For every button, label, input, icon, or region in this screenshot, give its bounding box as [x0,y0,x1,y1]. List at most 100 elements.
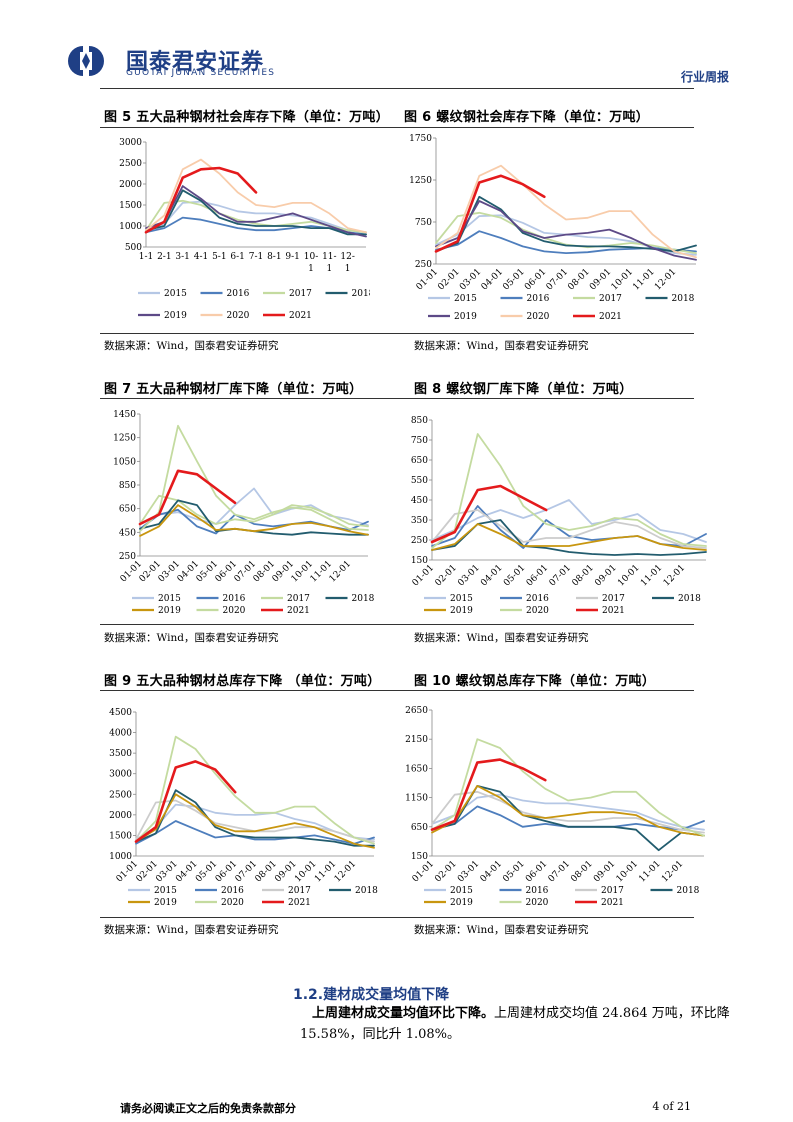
series-line-2015 [431,793,705,831]
y-tick-label: 750 [415,218,432,228]
x-tick-label: 05-01 [194,859,219,884]
y-tick-label: 1000 [119,222,142,232]
y-tick-label: 450 [119,528,136,538]
figure-rule [100,333,694,334]
chart-fig6: 2507501250175001-0102-0103-0104-0105-010… [409,134,697,322]
x-tick-label: 02-01 [436,267,461,292]
chart-fig10: 150 650 1150 1650 2150 2650 01-0102-0103-0104-… [405,706,705,908]
series-line-2020 [431,433,707,549]
legend-label: 2017 [602,594,625,604]
chart-fig5: 500 1000 1500 2000 2500 3000 1-1 2-1 3-1 4-1 5-1 6-… [119,138,370,321]
series-line-2020 [431,738,705,837]
chart-fig8: 15025035045055065075085001-0102-0103-010… [411,416,707,616]
x-tick-label: 7-1 [249,252,264,262]
legend-label: 2018 [677,886,700,896]
x-tick-label: 07-01 [547,859,572,884]
y-tick-label: 850 [119,481,136,491]
x-tick-label: 12-01 [653,267,678,292]
data-source: 数据来源：Wind，国泰君安证券研究 [104,924,279,936]
legend-label: 2021 [599,312,622,322]
x-tick-label: 11-01 [637,859,662,884]
legend-label: 2015 [164,289,187,299]
y-tick-label: 2500 [119,159,142,169]
legend-label: 2020 [227,311,250,321]
x-tick-label: 06-01 [525,563,550,588]
data-source: 数据来源：Wind，国泰君安证券研究 [104,340,279,352]
legend-label: 2017 [287,594,310,604]
x-tick-label: 11-01 [631,267,656,292]
y-tick-label: 500 [125,243,142,253]
legend-label: 2021 [289,311,312,321]
x-tick-label: 08-01 [571,563,596,588]
y-tick-label: 4000 [109,729,132,739]
legend-label: 2016 [221,886,244,896]
legend-label: 2017 [601,886,624,896]
x-tick-label: 9-1 [285,252,300,262]
x-tick-label: 10-01 [610,267,635,292]
y-tick-label: 150 [411,852,428,862]
series-line-2019 [435,200,697,261]
y-tick-label: 550 [411,476,428,486]
y-tick-label: 250 [119,552,136,562]
legend-label: 2020 [527,312,550,322]
x-tick-label: 1 [345,264,351,274]
y-tick-label: 1250 [409,176,432,186]
series-line-2021 [430,758,547,831]
x-tick-label: 12-01 [660,859,685,884]
legend-label: 2020 [526,898,549,908]
x-tick-label: 09-01 [273,859,298,884]
chart-fig7: 25045065085010501250145001-0102-0103-010… [113,410,375,616]
legend-label: 2015 [154,886,177,896]
legend-label: 2019 [158,606,181,616]
x-tick-label: 11-01 [313,859,338,884]
x-tick-label: 8-1 [267,252,282,262]
x-tick-label: 07-01 [545,267,570,292]
legend-label: 2019 [164,311,187,321]
x-tick-label: 09-01 [588,267,613,292]
x-tick-label: 03-01 [458,267,483,292]
y-tick-label: 1750 [409,134,432,144]
legend-label: 2020 [221,898,244,908]
x-tick-label: 6-1 [230,252,245,262]
legend-label: 2019 [154,898,177,908]
x-tick-label: 1 [326,264,332,274]
x-tick-label: 10-01 [293,859,318,884]
figure-rule [100,398,694,399]
figure-title: 图 9 五大品种钢材总库存下降 （单位：万吨） [104,674,381,689]
legend-label: 2019 [454,312,477,322]
series-line-2017 [135,799,375,843]
guotai-junan-logo-icon [68,46,104,76]
y-tick-label: 3000 [119,138,142,148]
y-tick-label: 1500 [119,201,142,211]
x-tick-label: 09-01 [592,859,617,884]
y-tick-label: 450 [411,496,428,506]
legend-label: 2017 [288,886,311,896]
figure-rule [100,127,694,128]
x-tick-label: 3-1 [175,252,190,262]
report-type: 行业周报 [680,70,729,84]
figure-rule [100,917,694,918]
series-line-2015 [145,200,367,234]
legend-label: 2018 [355,886,378,896]
section-title: 1.2.建材成交量均值下降 [293,987,450,1003]
legend-label: 2015 [450,886,473,896]
x-tick-label: 02-01 [434,563,459,588]
y-tick-label: 650 [411,456,428,466]
series-line-2021 [134,760,237,843]
figure-title: 图 5 五大品种钢材社会库存下降（单位：万吨） [104,110,389,125]
x-tick-label: 10-01 [616,563,641,588]
y-tick-label: 1500 [109,831,132,841]
legend-label: 2016 [526,886,549,896]
legend-label: 2018 [672,294,695,304]
series-line-2019 [431,785,705,837]
figure-title: 图 10 螺纹钢总库存下降（单位：万吨） [414,674,656,689]
chart-fig9: 1000 1500 2000 2500 3000 3500 4000 4500 01-0102-… [109,708,378,908]
y-tick-label: 3500 [109,749,132,759]
x-tick-label: 12-01 [333,859,358,884]
x-tick-label: 12- [340,252,355,262]
x-tick-label: 06-01 [524,859,549,884]
series-line-2018 [145,189,367,236]
x-tick-label: 05-01 [501,859,526,884]
footer-disclaimer: 请务必阅读正文之后的免责条款部分 [120,1102,296,1115]
x-tick-label: 01-01 [115,859,140,884]
